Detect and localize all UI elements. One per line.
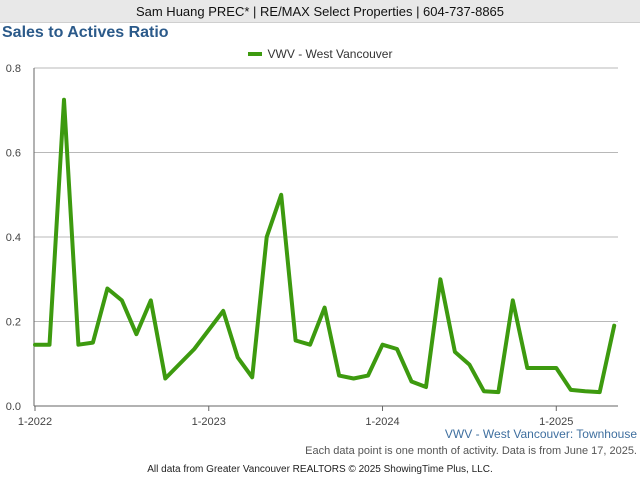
chart-legend: VWV - West Vancouver [0, 46, 640, 62]
y-tick-label: 0.2 [6, 317, 21, 329]
grid-lines [34, 67, 618, 322]
agent-header-bar: Sam Huang PREC* | RE/MAX Select Properti… [0, 0, 640, 23]
x-tick-label: 1-2024 [365, 416, 399, 428]
y-tick-label: 0.4 [6, 232, 21, 244]
legend-swatch [247, 52, 262, 56]
series-line [33, 97, 617, 395]
series-layer [33, 97, 617, 395]
footer-credit: All data from Greater Vancouver REALTORS… [147, 464, 493, 475]
axes: 0.0 0.2 0.4 0.6 0.8 1-2022 1-2023 1-2024 1-2025 [6, 63, 618, 428]
x-tick-label: 1-2025 [539, 416, 573, 428]
chart-title: Sales to Actives Ratio [2, 24, 169, 41]
agent-info-text: Sam Huang PREC* | RE/MAX Select Properti… [135, 3, 505, 19]
x-tick-label: 1-2022 [18, 416, 52, 428]
y-tick-label: 0.8 [6, 63, 21, 75]
legend-label: VWV - West Vancouver [267, 47, 393, 61]
chart-subtitle: VWV - West Vancouver: Townhouse [444, 427, 637, 441]
x-tick-label: 1-2023 [192, 416, 226, 428]
y-tick-label: 0.0 [6, 401, 21, 413]
data-note: Each data point is one month of activity… [305, 445, 637, 457]
y-tick-label: 0.6 [6, 148, 21, 160]
